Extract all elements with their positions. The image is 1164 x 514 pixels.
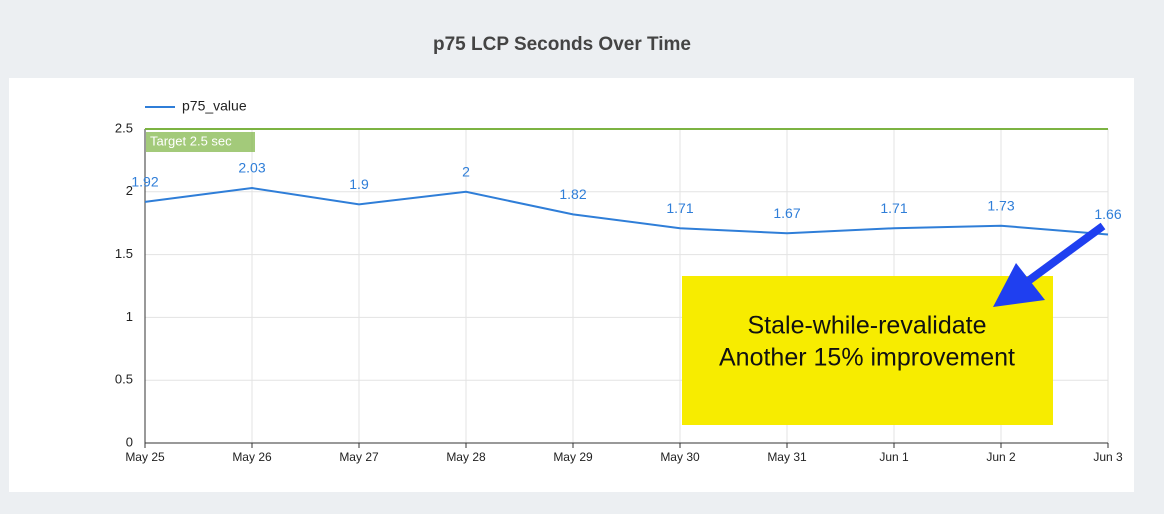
arrow-head (993, 263, 1045, 307)
data-label: 1.71 (880, 200, 907, 216)
data-label: 2 (462, 164, 470, 180)
chart-title: p75 LCP Seconds Over Time (433, 34, 691, 55)
legend-label: p75_value (182, 98, 247, 114)
y-tick-label: 0 (126, 434, 133, 449)
x-tick-label: Jun 3 (1093, 450, 1123, 464)
y-tick-label: 2.5 (115, 120, 133, 135)
data-label: 1.73 (987, 197, 1014, 213)
x-tick-label: May 29 (553, 450, 593, 464)
annotation-text: Another 15% improvement (719, 344, 1015, 372)
x-tick-label: May 31 (767, 450, 807, 464)
annotation-box (682, 276, 1053, 425)
y-tick-label: 1.5 (115, 246, 133, 261)
data-label: 1.92 (131, 174, 158, 190)
data-label: 1.82 (559, 186, 586, 202)
target-label: Target 2.5 sec (150, 133, 232, 148)
x-tick-label: May 26 (232, 450, 272, 464)
x-tick-label: Jun 1 (879, 450, 909, 464)
target-label-bg (146, 132, 255, 152)
annotation-text: Stale-while-revalidate (747, 312, 986, 340)
arrow-shaft (1017, 222, 1106, 291)
x-tick-label: May 30 (660, 450, 700, 464)
y-tick-label: 0.5 (115, 372, 133, 387)
data-label: 1.9 (349, 176, 369, 192)
x-tick-label: Jun 2 (986, 450, 1016, 464)
data-label: 2.03 (238, 160, 265, 176)
series-line (144, 187, 1109, 236)
y-tick-label: 1 (126, 309, 133, 324)
x-tick-label: May 25 (125, 450, 165, 464)
y-tick-label: 2 (126, 183, 133, 198)
data-label: 1.66 (1094, 206, 1121, 222)
data-label: 1.71 (666, 200, 693, 216)
x-tick-label: May 27 (339, 450, 379, 464)
x-tick-label: May 28 (446, 450, 486, 464)
data-label: 1.67 (773, 205, 800, 221)
